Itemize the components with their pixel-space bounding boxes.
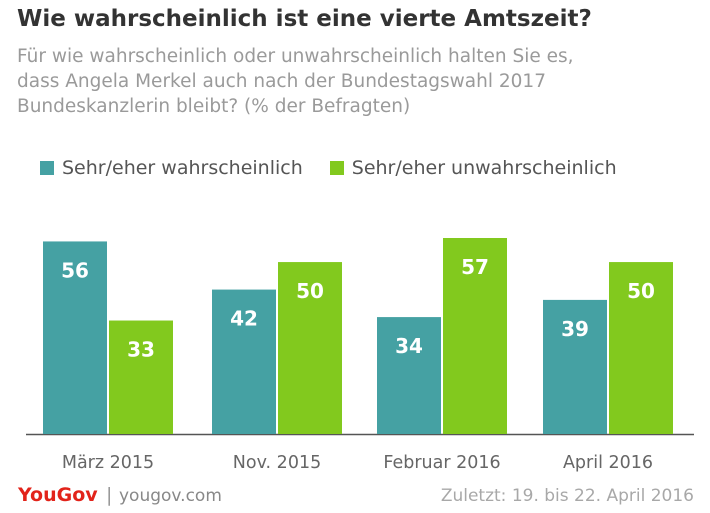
- chart-subtitle: Für wie wahrscheinlich oder unwahrschein…: [17, 44, 702, 119]
- subtitle-line: Bundeskanzlerin bleibt? (% der Befragten…: [17, 96, 411, 117]
- data-label: 34: [395, 334, 423, 358]
- legend-item-series-1: Sehr/eher wahrscheinlich: [40, 157, 303, 179]
- legend-label: Sehr/eher unwahrscheinlich: [351, 157, 617, 179]
- data-label: 56: [61, 258, 89, 282]
- footer-url: yougov.com: [119, 486, 222, 506]
- data-label: 50: [627, 279, 655, 303]
- category-label: März 2015: [62, 453, 154, 473]
- bar: [43, 241, 107, 434]
- chart-legend: Sehr/eher wahrscheinlich Sehr/eher unwah…: [40, 157, 644, 179]
- footer-date: Zuletzt: 19. bis 22. April 2016: [440, 486, 694, 506]
- footer-separator: |: [106, 484, 113, 506]
- bar: [443, 238, 507, 434]
- bar: [109, 320, 173, 434]
- chart-title: Wie wahrscheinlich ist eine vierte Amtsz…: [17, 6, 592, 32]
- subtitle-line: dass Angela Merkel auch nach der Bundest…: [17, 71, 546, 92]
- data-label: 42: [230, 307, 258, 331]
- category-label: Nov. 2015: [233, 453, 321, 473]
- bar: [377, 317, 441, 434]
- data-label: 39: [561, 317, 589, 341]
- data-label: 33: [127, 338, 155, 362]
- legend-item-series-2: Sehr/eher unwahrscheinlich: [329, 157, 617, 179]
- subtitle-line: Für wie wahrscheinlich oder unwahrschein…: [17, 46, 574, 67]
- category-label: April 2016: [563, 453, 653, 473]
- legend-swatch: [40, 161, 54, 175]
- legend-label: Sehr/eher wahrscheinlich: [62, 157, 303, 179]
- legend-swatch: [329, 161, 344, 175]
- bar: [278, 262, 342, 434]
- bar: [212, 289, 276, 434]
- data-label: 50: [296, 279, 324, 303]
- category-label: Februar 2016: [383, 453, 500, 473]
- yougov-logo: YouGov: [18, 484, 98, 506]
- bar: [543, 299, 607, 434]
- bar: [609, 262, 673, 434]
- data-label: 57: [461, 255, 489, 279]
